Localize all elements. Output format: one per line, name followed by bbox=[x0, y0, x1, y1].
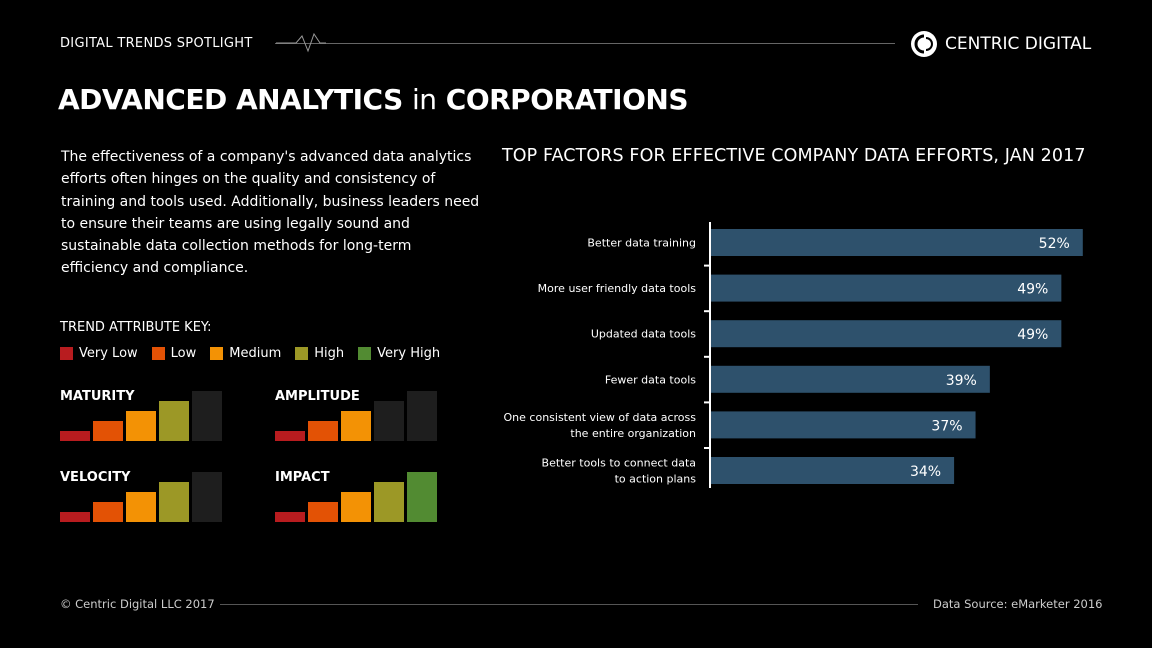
data-label: 49% bbox=[1017, 282, 1048, 298]
meter-bar bbox=[407, 391, 437, 441]
meter-bar bbox=[192, 472, 222, 522]
key-legend: Very Low Low Medium High Very High bbox=[60, 346, 440, 361]
data-source: Data Source: eMarketer 2016 bbox=[933, 597, 1103, 611]
data-label: 52% bbox=[1039, 236, 1070, 252]
meter-bar bbox=[126, 492, 156, 522]
meter-bar bbox=[275, 512, 305, 522]
key-label: Very Low bbox=[79, 346, 138, 361]
key-label: Medium bbox=[229, 346, 282, 361]
bar bbox=[711, 229, 1083, 256]
meter-bar bbox=[275, 431, 305, 441]
brand-name: CENTRIC DIGITAL bbox=[945, 34, 1092, 54]
meter-bar bbox=[374, 401, 404, 441]
bar bbox=[711, 457, 955, 484]
key-item: Medium bbox=[210, 346, 281, 361]
data-label: 37% bbox=[931, 418, 962, 434]
spotlight-label: DIGITAL TRENDS SPOTLIGHT bbox=[60, 36, 253, 51]
title-part: ADVANCED ANALYTICS bbox=[58, 83, 403, 116]
attribute-label: VELOCITY bbox=[60, 470, 131, 485]
meter-bar bbox=[60, 431, 90, 441]
key-swatch bbox=[295, 347, 309, 360]
category-label: Better data training bbox=[587, 237, 696, 250]
meter-bar bbox=[192, 391, 222, 441]
title-part: CORPORATIONS bbox=[445, 83, 689, 116]
logo-icon bbox=[911, 31, 937, 57]
pulse-icon bbox=[276, 32, 326, 53]
key-swatch bbox=[210, 347, 224, 360]
meter-bar bbox=[341, 411, 371, 441]
key-item: Low bbox=[151, 346, 197, 361]
attribute-meter-maturity bbox=[60, 391, 222, 441]
meter-bar bbox=[93, 421, 123, 441]
brand-logo: CENTRIC DIGITAL bbox=[910, 30, 1091, 58]
category-label: Fewer data tools bbox=[605, 373, 696, 386]
header-divider bbox=[275, 43, 895, 44]
bar bbox=[711, 274, 1062, 302]
attribute-meter-impact bbox=[275, 472, 437, 522]
category-label: to action plans bbox=[615, 473, 697, 486]
meter-bar bbox=[341, 492, 371, 522]
key-title: TREND ATTRIBUTE KEY: bbox=[60, 320, 212, 335]
title-part: in bbox=[411, 83, 437, 116]
chart-title: TOP FACTORS FOR EFFECTIVE COMPANY DATA E… bbox=[502, 146, 1086, 166]
copyright: © Centric Digital LLC 2017 bbox=[60, 597, 215, 611]
key-item: High bbox=[295, 346, 344, 361]
attribute-label: AMPLITUDE bbox=[275, 389, 360, 404]
bar bbox=[711, 365, 990, 393]
key-swatch bbox=[151, 347, 165, 360]
category-label: More user friendly data tools bbox=[538, 282, 697, 295]
bar bbox=[711, 320, 1062, 348]
meter-bar bbox=[308, 502, 338, 522]
key-label: High bbox=[314, 346, 345, 361]
key-swatch bbox=[358, 347, 372, 360]
meter-bar bbox=[407, 472, 437, 522]
key-swatch bbox=[60, 347, 73, 360]
data-label: 34% bbox=[910, 464, 941, 480]
key-item: Very High bbox=[358, 346, 440, 361]
intro-text: The effectiveness of a company's advance… bbox=[61, 149, 480, 277]
data-label: 49% bbox=[1017, 327, 1048, 343]
meter-bar bbox=[126, 411, 156, 441]
attribute-label: MATURITY bbox=[60, 389, 135, 404]
category-label: One consistent view of data across bbox=[504, 411, 697, 424]
footer-divider bbox=[220, 604, 918, 605]
key-label: Very High bbox=[377, 346, 441, 361]
meter-bar bbox=[60, 512, 90, 522]
meter-bar bbox=[308, 421, 338, 441]
page-title: ADVANCED ANALYTICS in CORPORATIONS bbox=[58, 83, 688, 116]
meter-bar bbox=[374, 482, 404, 522]
meter-bar bbox=[93, 502, 123, 522]
data-label: 39% bbox=[946, 373, 977, 389]
attribute-meter-velocity bbox=[60, 472, 222, 522]
category-label: Updated data tools bbox=[591, 328, 696, 341]
category-label: the entire organization bbox=[570, 427, 696, 440]
category-label: Better tools to connect data bbox=[542, 457, 696, 470]
bar bbox=[711, 411, 976, 439]
meter-bar bbox=[159, 482, 189, 522]
attribute-label: IMPACT bbox=[275, 470, 330, 485]
meter-bar bbox=[159, 401, 189, 441]
bar-chart: 52% Better data training 49% More user frie… bbox=[504, 222, 1083, 488]
key-item: Very Low bbox=[60, 346, 138, 361]
attribute-meter-amplitude bbox=[275, 391, 437, 441]
key-label: Low bbox=[170, 346, 197, 361]
